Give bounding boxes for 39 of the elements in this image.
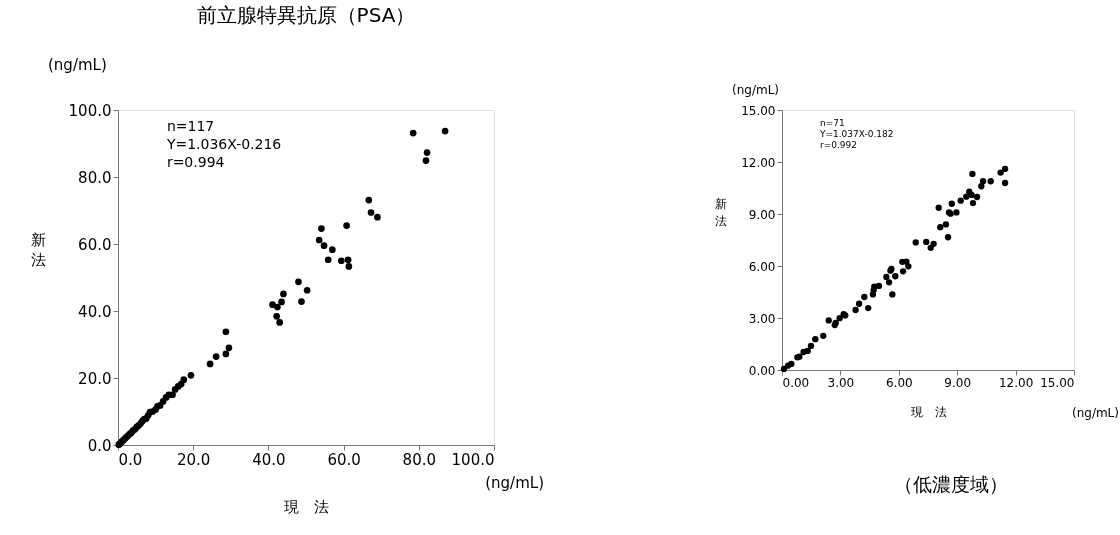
y-tick-label: 100.0: [68, 101, 112, 120]
x-axis-title: 現 法: [910, 404, 947, 419]
y-tick-label: 60.0: [78, 235, 112, 254]
y-tick-label: 0.00: [748, 363, 776, 378]
text: (ng/mL): [1071, 406, 1119, 420]
y-tick-label: 3.00: [748, 311, 776, 326]
y-tick-label: 12.00: [741, 155, 776, 170]
x-tick-label: 60.0: [327, 450, 361, 469]
y-tick-label: 15.00: [741, 103, 776, 118]
x-tick-label: 100.0: [451, 450, 495, 469]
text: (ng/mL): [732, 83, 780, 97]
x-tick-label: 40.0: [252, 450, 286, 469]
annotation: Y=1.037X-0.182: [818, 129, 894, 139]
y-tick-label: 40.0: [78, 302, 112, 321]
x-tick-label: 20.0: [177, 450, 211, 469]
y-axis-title: 新法: [714, 196, 727, 228]
text: （低濃度域）: [894, 473, 1009, 495]
annotation: r=0.994: [166, 153, 225, 170]
x-tick-label: 6.00: [885, 375, 913, 390]
annotation: Y=1.036X-0.216: [165, 135, 282, 152]
x-tick-label: 15.00: [1040, 375, 1075, 390]
x-tick-label: 3.00: [827, 375, 855, 390]
x-tick-label: 0.0: [118, 450, 143, 469]
y-tick-label: 0.0: [87, 436, 112, 455]
x-tick-label: 9.00: [944, 375, 972, 390]
text: (ng/mL): [48, 56, 107, 74]
y-tick-label: 6.00: [748, 259, 776, 274]
annotation: n=71: [819, 118, 845, 128]
x-tick-label: 80.0: [402, 450, 436, 469]
x-axis-title: 現 法: [284, 497, 329, 516]
x-tick-label: 0.00: [782, 375, 810, 390]
y-tick-label: 9.00: [748, 207, 776, 222]
annotation: n=117: [166, 117, 215, 134]
y-axis-title: 新法: [31, 231, 46, 269]
x-tick-label: 12.00: [998, 375, 1034, 390]
annotation: r=0.992: [819, 140, 857, 150]
text: (ng/mL): [485, 474, 544, 492]
chart-title: 前立腺特異抗原（PSA）: [196, 3, 416, 27]
y-tick-label: 80.0: [78, 168, 112, 187]
